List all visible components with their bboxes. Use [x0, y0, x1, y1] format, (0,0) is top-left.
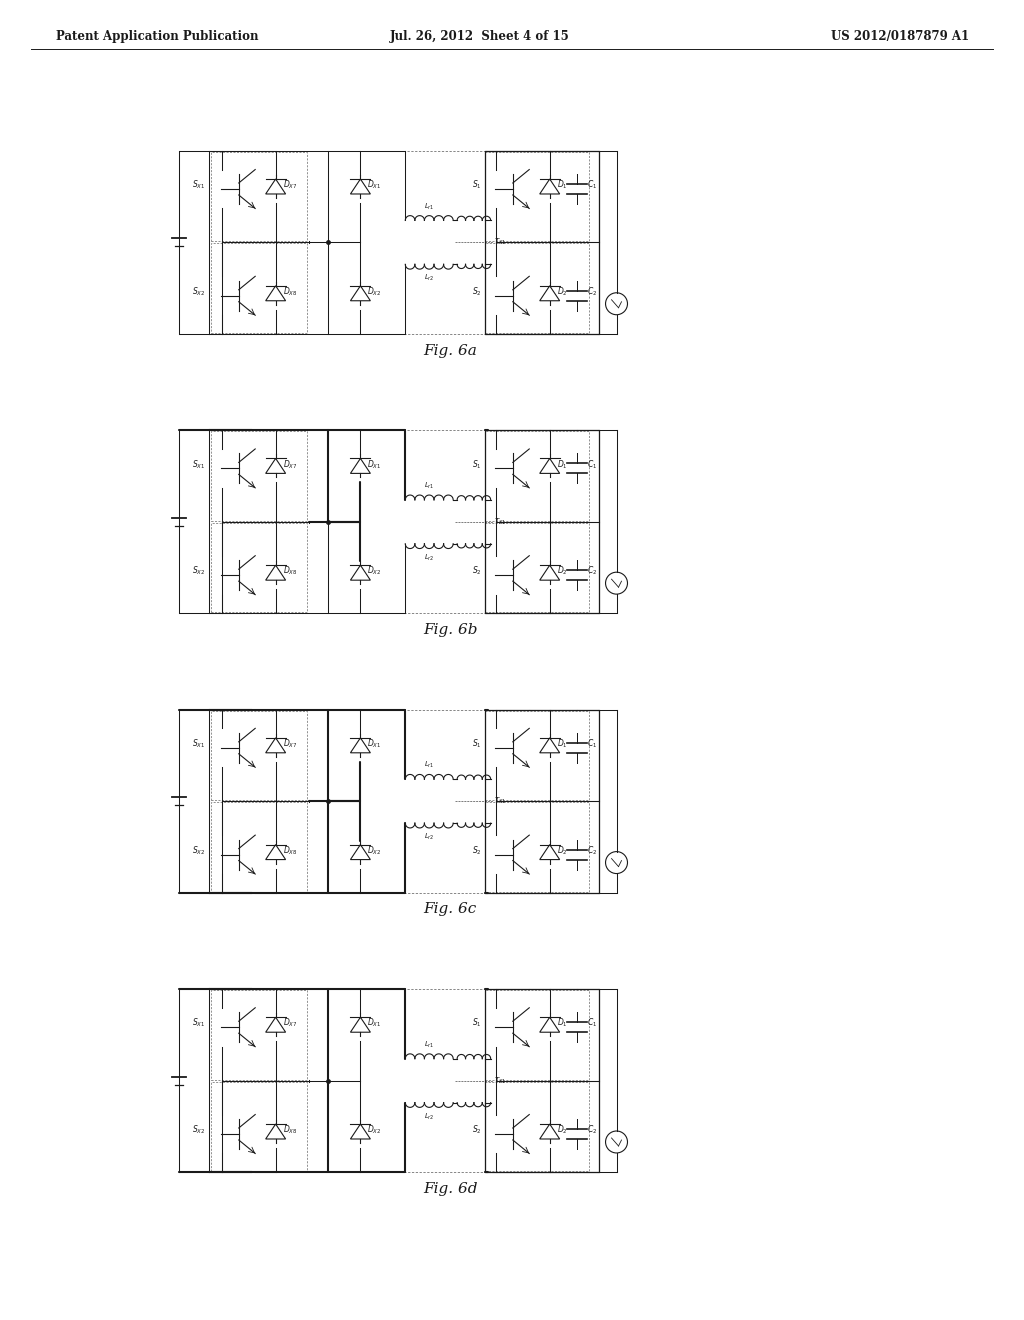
Text: $D_2$: $D_2$: [557, 1123, 567, 1137]
Text: $C_1$: $C_1$: [587, 738, 597, 750]
Text: $S_2$: $S_2$: [472, 1123, 482, 1137]
Text: $C_2$: $C_2$: [587, 565, 597, 577]
Text: $D_{X7}$: $D_{X7}$: [283, 178, 297, 191]
Text: $L_{r1}$: $L_{r1}$: [424, 202, 434, 211]
Bar: [211, 432, 306, 521]
Bar: [211, 152, 306, 242]
Text: $S_2$: $S_2$: [472, 565, 482, 577]
Text: $T_{X1}$: $T_{X1}$: [494, 796, 506, 807]
Bar: [211, 1081, 306, 1171]
Text: $L_{r2}$: $L_{r2}$: [424, 832, 434, 842]
Text: Patent Application Publication: Patent Application Publication: [56, 30, 259, 42]
Text: $T_{X1}$: $T_{X1}$: [494, 516, 506, 527]
Text: $D_{X7}$: $D_{X7}$: [283, 738, 297, 750]
Text: $C_2$: $C_2$: [587, 285, 597, 298]
Text: $S_1$: $S_1$: [472, 1016, 482, 1030]
Text: $D_{X2}$: $D_{X2}$: [368, 845, 382, 857]
Text: $D_{X1}$: $D_{X1}$: [368, 178, 382, 191]
Text: $S_{X1}$: $S_{X1}$: [193, 738, 206, 750]
Bar: [485, 152, 589, 242]
Text: Fig. 6d: Fig. 6d: [423, 1181, 477, 1196]
Bar: [209, 989, 485, 1172]
Bar: [485, 990, 589, 1080]
Bar: [211, 803, 306, 891]
Bar: [485, 430, 599, 612]
Bar: [211, 990, 306, 1080]
Text: $D_{X7}$: $D_{X7}$: [283, 1016, 297, 1030]
Bar: [211, 523, 306, 612]
Text: $D_1$: $D_1$: [557, 178, 567, 191]
Text: $S_2$: $S_2$: [472, 285, 482, 298]
Bar: [485, 243, 589, 333]
Text: $D_{X2}$: $D_{X2}$: [368, 565, 382, 577]
Text: $S_1$: $S_1$: [472, 738, 482, 750]
Text: $D_{X8}$: $D_{X8}$: [283, 565, 297, 577]
Bar: [485, 1081, 589, 1171]
Text: Fig. 6b: Fig. 6b: [423, 623, 477, 638]
Text: $T_{X1}$: $T_{X1}$: [494, 238, 506, 247]
Text: $D_1$: $D_1$: [557, 1016, 567, 1030]
Text: $D_{X7}$: $D_{X7}$: [283, 458, 297, 471]
Text: $C_2$: $C_2$: [587, 1123, 597, 1137]
Text: $D_1$: $D_1$: [557, 738, 567, 750]
Bar: [485, 989, 599, 1172]
Bar: [485, 150, 599, 334]
Bar: [209, 710, 485, 892]
Text: $S_1$: $S_1$: [472, 458, 482, 471]
Text: $L_{r1}$: $L_{r1}$: [424, 760, 434, 771]
Bar: [211, 711, 306, 800]
Bar: [485, 432, 589, 521]
Text: $D_2$: $D_2$: [557, 845, 567, 857]
Bar: [209, 430, 485, 612]
Text: Fig. 6a: Fig. 6a: [423, 343, 477, 358]
Text: $S_{X2}$: $S_{X2}$: [193, 1123, 206, 1137]
Bar: [209, 150, 485, 334]
Text: Fig. 6c: Fig. 6c: [424, 903, 477, 916]
Text: Jul. 26, 2012  Sheet 4 of 15: Jul. 26, 2012 Sheet 4 of 15: [390, 30, 570, 42]
Text: $C_2$: $C_2$: [587, 845, 597, 857]
Text: $C_1$: $C_1$: [587, 1016, 597, 1030]
Text: $L_{r1}$: $L_{r1}$: [424, 1040, 434, 1049]
Text: $D_{X8}$: $D_{X8}$: [283, 1123, 297, 1137]
Text: $S_{X2}$: $S_{X2}$: [193, 565, 206, 577]
Text: $S_{X1}$: $S_{X1}$: [193, 178, 206, 191]
Text: $D_{X1}$: $D_{X1}$: [368, 1016, 382, 1030]
Text: US 2012/0187879 A1: US 2012/0187879 A1: [830, 30, 969, 42]
Text: $D_1$: $D_1$: [557, 458, 567, 471]
Text: $L_{r2}$: $L_{r2}$: [424, 273, 434, 284]
Bar: [485, 803, 589, 891]
Text: $C_1$: $C_1$: [587, 458, 597, 471]
Text: $D_{X1}$: $D_{X1}$: [368, 738, 382, 750]
Text: $L_{r2}$: $L_{r2}$: [424, 553, 434, 562]
Bar: [211, 243, 306, 333]
Bar: [485, 523, 589, 612]
Bar: [485, 711, 589, 800]
Text: $D_{X1}$: $D_{X1}$: [368, 458, 382, 471]
Text: $S_{X1}$: $S_{X1}$: [193, 1016, 206, 1030]
Text: $S_2$: $S_2$: [472, 845, 482, 857]
Text: $D_{X2}$: $D_{X2}$: [368, 1123, 382, 1137]
Text: $S_{X2}$: $S_{X2}$: [193, 845, 206, 857]
Text: $S_{X1}$: $S_{X1}$: [193, 458, 206, 471]
Text: $D_{X8}$: $D_{X8}$: [283, 285, 297, 298]
Text: $D_{X2}$: $D_{X2}$: [368, 285, 382, 298]
Text: $T_{X1}$: $T_{X1}$: [494, 1076, 506, 1086]
Text: $L_{r1}$: $L_{r1}$: [424, 480, 434, 491]
Bar: [485, 710, 599, 892]
Text: $S_{X2}$: $S_{X2}$: [193, 285, 206, 298]
Text: $C_1$: $C_1$: [587, 178, 597, 191]
Text: $L_{r2}$: $L_{r2}$: [424, 1111, 434, 1122]
Text: $D_{X8}$: $D_{X8}$: [283, 845, 297, 857]
Text: $D_2$: $D_2$: [557, 565, 567, 577]
Text: $D_2$: $D_2$: [557, 285, 567, 298]
Text: $S_1$: $S_1$: [472, 178, 482, 191]
